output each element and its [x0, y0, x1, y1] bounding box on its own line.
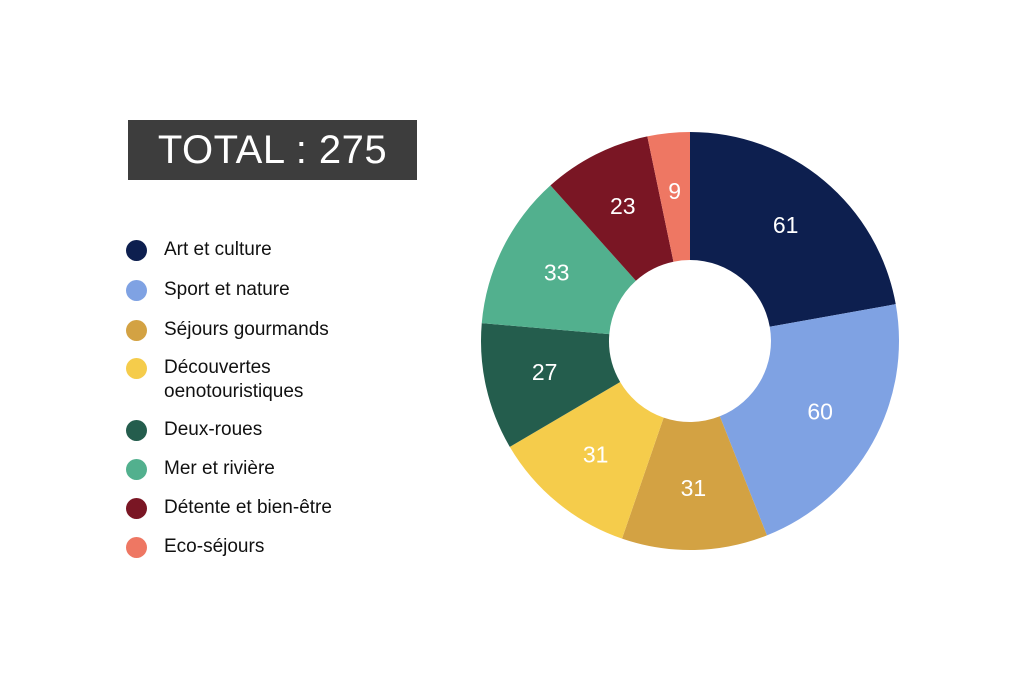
slice-value-label: 9 [668, 178, 681, 204]
legend-item-sejours-gourmands: Séjours gourmands [126, 318, 426, 356]
donut-slice [690, 132, 896, 327]
total-badge: TOTAL : 275 [128, 120, 417, 180]
legend-label: Deux-roues [164, 419, 263, 440]
legend-swatch-icon [126, 498, 147, 519]
legend-label: Art et culture [164, 239, 272, 260]
donut-slice [481, 323, 621, 447]
donut-slice [622, 416, 767, 550]
legend-swatch-icon [126, 420, 147, 441]
donut-slices [481, 132, 899, 550]
legend-label: Eco-séjours [164, 536, 265, 557]
legend-swatch-icon [126, 280, 147, 301]
legend-swatch-icon [126, 358, 147, 379]
legend-swatch-icon [126, 320, 147, 341]
legend-label: Détente et bien-être [164, 497, 332, 518]
legend-label-line1: Découvertes [164, 357, 271, 378]
donut-slice [550, 136, 674, 281]
slice-value-label: 60 [807, 399, 833, 425]
donut-slice [719, 304, 899, 536]
legend-label: Sport et nature [164, 279, 290, 300]
legend-item-sport-nature: Sport et nature [126, 278, 426, 318]
legend-item-art-culture: Art et culture [126, 238, 426, 278]
legend-item-deux-roues: Deux-roues [126, 418, 426, 457]
slice-value-label: 61 [773, 212, 799, 238]
donut-labels: 61 60 31 31 27 33 23 9 [532, 178, 833, 501]
legend-item-detente-bien-etre: Détente et bien-être [126, 496, 426, 535]
slice-value-label: 31 [583, 441, 609, 467]
slice-value-label: 31 [681, 475, 707, 501]
donut-slice [647, 132, 690, 262]
chart-legend: Art et culture Sport et nature Séjours g… [126, 238, 426, 574]
legend-swatch-icon [126, 459, 147, 480]
legend-label-line2: oenotouristiques [164, 381, 304, 402]
legend-swatch-icon [126, 240, 147, 261]
donut-slice [481, 185, 636, 335]
legend-label: Découvertes oenotouristiques [164, 356, 303, 404]
legend-swatch-icon [126, 537, 147, 558]
slice-value-label: 33 [544, 260, 570, 286]
donut-slice [509, 382, 664, 539]
legend-item-mer-riviere: Mer et rivière [126, 457, 426, 496]
slice-value-label: 27 [532, 359, 558, 385]
total-label: TOTAL : 275 [157, 127, 388, 172]
legend-label: Séjours gourmands [164, 319, 329, 340]
legend-label: Mer et rivière [164, 458, 275, 479]
legend-item-eco-sejours: Eco-séjours [126, 535, 426, 574]
slice-value-label: 23 [610, 193, 636, 219]
legend-item-decouvertes-oenotouristiques: Découvertes oenotouristiques [126, 356, 426, 418]
